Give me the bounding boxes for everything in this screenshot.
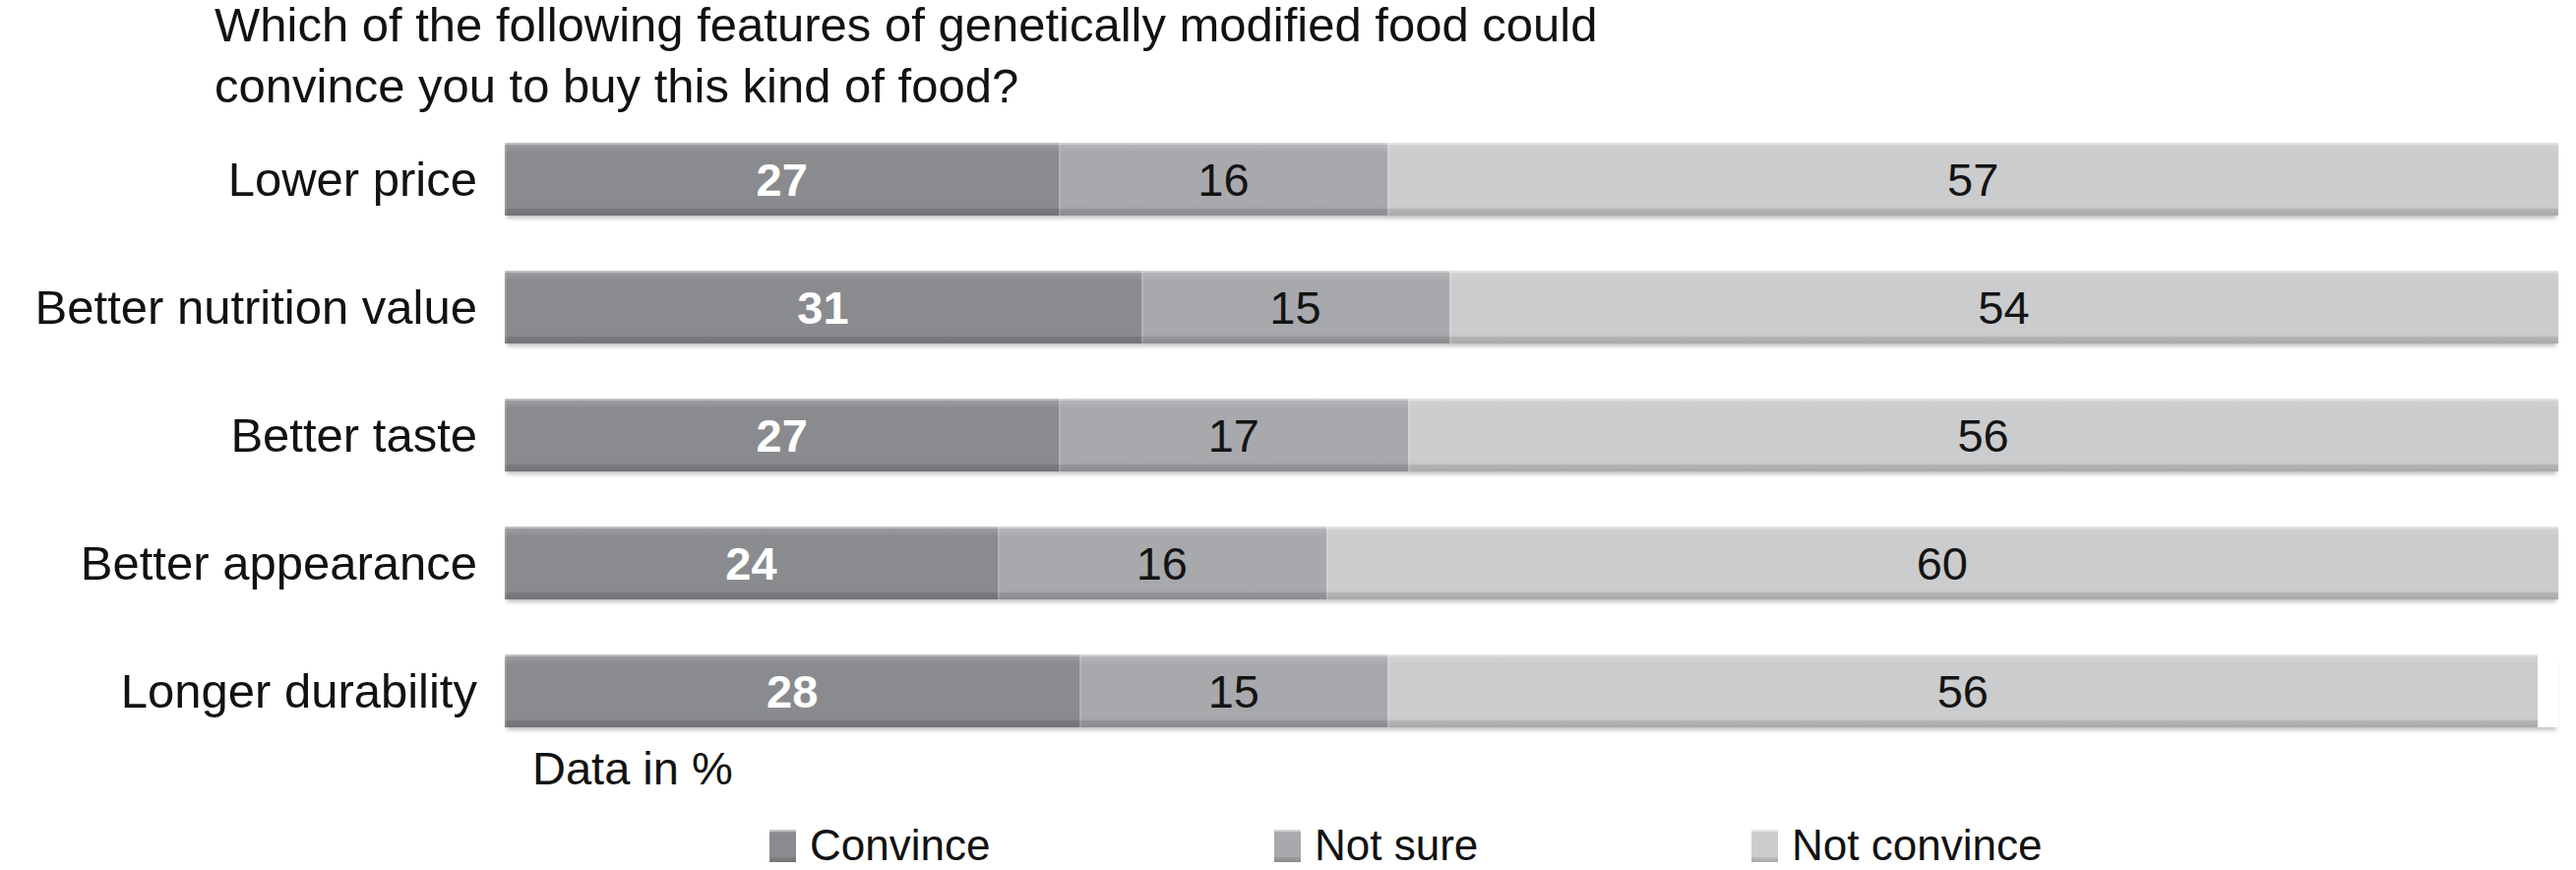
legend-label: Convince	[810, 821, 990, 870]
stacked-bar-chart: Which of the following features of genet…	[0, 0, 2576, 864]
bar-track: 31 15 54	[505, 271, 2558, 343]
bar-segment-not-sure: 16	[1059, 143, 1387, 216]
legend: Convince Not sure Not convince	[0, 821, 2576, 870]
segment-value: 28	[767, 668, 818, 715]
bar-row: Longer durability 28 15 56	[0, 654, 2558, 727]
legend-label: Not sure	[1315, 821, 1478, 870]
bar-track: 27 17 56	[505, 399, 2558, 471]
segment-value: 57	[1947, 156, 1998, 203]
segment-value: 54	[1978, 284, 2029, 331]
bar-segment-not-sure: 15	[1079, 654, 1387, 727]
segment-value: 16	[1136, 540, 1188, 587]
bar-segment-not-convince: 57	[1387, 143, 2558, 216]
bar-rows: Lower price271657Better nutrition value3…	[0, 143, 2576, 727]
legend-swatch-icon	[769, 830, 796, 862]
bar-segment-convince: 27	[505, 143, 1059, 216]
segment-value: 27	[757, 156, 808, 203]
segment-value: 56	[1937, 668, 1989, 715]
category-label: Lower price	[0, 143, 505, 216]
legend-item: Not convince	[1751, 821, 2042, 870]
bar-segment-not-convince: 56	[1387, 654, 2538, 727]
segment-value: 15	[1208, 668, 1259, 715]
bar-segment-not-convince: 56	[1408, 399, 2558, 471]
segment-value: 24	[725, 540, 776, 587]
category-label: Longer durability	[0, 654, 505, 727]
bar-segment-convince: 24	[505, 527, 998, 599]
legend-swatch-icon	[1274, 830, 1301, 862]
legend-swatch-icon	[1751, 830, 1778, 862]
segment-value: 31	[797, 284, 848, 331]
segment-value: 27	[757, 412, 808, 459]
bar-track: 27 16 57	[505, 143, 2558, 216]
bar-row: Better appearance 24 16 60	[0, 527, 2558, 599]
category-label: Better appearance	[0, 527, 505, 599]
bar-row: Better taste 27 17 56	[0, 399, 2558, 471]
bar-segment-not-sure: 15	[1141, 271, 1449, 343]
legend-item: Convince	[769, 821, 990, 870]
legend-label: Not convince	[1792, 821, 2042, 870]
category-label: Better nutrition value	[0, 271, 505, 343]
bar-segment-not-convince: 60	[1326, 527, 2558, 599]
bar-row: Better nutrition value 31 15 54	[0, 271, 2558, 343]
bar-row: Lower price 27 16 57	[0, 143, 2558, 216]
category-label: Better taste	[0, 399, 505, 471]
segment-value: 15	[1269, 284, 1320, 331]
bar-segment-convince: 28	[505, 654, 1079, 727]
bar-segment-not-sure: 17	[1059, 399, 1408, 471]
bar-track: 28 15 56	[505, 654, 2558, 727]
segment-value: 56	[1957, 412, 2008, 459]
chart-title: Which of the following features of genet…	[215, 0, 1622, 116]
segment-value: 60	[1917, 540, 1968, 587]
legend-item: Not sure	[1274, 821, 1478, 870]
bar-segment-convince: 27	[505, 399, 1059, 471]
bar-segment-convince: 31	[505, 271, 1141, 343]
segment-value: 17	[1208, 412, 1259, 459]
segment-value: 16	[1197, 156, 1249, 203]
data-unit-note: Data in %	[532, 741, 2576, 795]
bar-track: 24 16 60	[505, 527, 2558, 599]
bar-segment-not-convince: 54	[1449, 271, 2558, 343]
bar-segment-not-sure: 16	[998, 527, 1326, 599]
